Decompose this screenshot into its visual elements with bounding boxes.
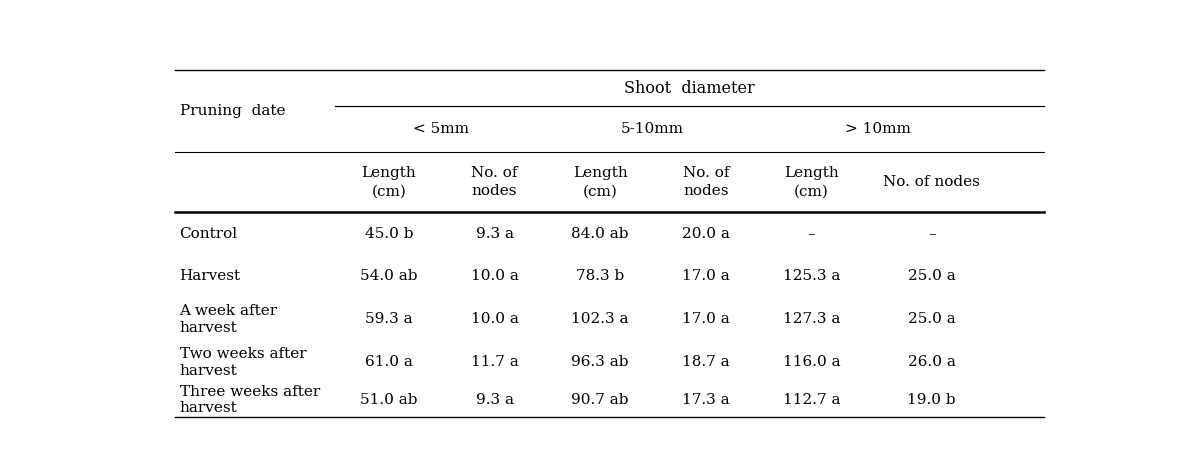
Text: Harvest: Harvest (179, 269, 241, 284)
Text: 84.0 ab: 84.0 ab (571, 228, 629, 241)
Text: 78.3 b: 78.3 b (576, 269, 624, 284)
Text: 20.0 a: 20.0 a (682, 228, 729, 241)
Text: 17.0 a: 17.0 a (682, 269, 729, 284)
Text: > 10mm: > 10mm (845, 122, 911, 136)
Text: No. of nodes: No. of nodes (884, 175, 981, 189)
Text: 102.3 a: 102.3 a (571, 313, 629, 326)
Text: 116.0 a: 116.0 a (782, 355, 840, 370)
Text: 17.0 a: 17.0 a (682, 313, 729, 326)
Text: 54.0 ab: 54.0 ab (360, 269, 418, 284)
Text: 18.7 a: 18.7 a (682, 355, 729, 370)
Text: No. of
nodes: No. of nodes (682, 166, 729, 199)
Text: Length
(cm): Length (cm) (784, 166, 839, 199)
Text: –: – (927, 228, 936, 241)
Text: Shoot  diameter: Shoot diameter (624, 80, 755, 96)
Text: 10.0 a: 10.0 a (471, 313, 518, 326)
Text: 17.3 a: 17.3 a (682, 393, 729, 407)
Text: 59.3 a: 59.3 a (365, 313, 413, 326)
Text: < 5mm: < 5mm (413, 122, 468, 136)
Text: 125.3 a: 125.3 a (782, 269, 840, 284)
Text: 26.0 a: 26.0 a (907, 355, 956, 370)
Text: 127.3 a: 127.3 a (782, 313, 840, 326)
Text: No. of
nodes: No. of nodes (471, 166, 518, 199)
Text: –: – (807, 228, 815, 241)
Text: 51.0 ab: 51.0 ab (360, 393, 418, 407)
Text: 11.7 a: 11.7 a (471, 355, 518, 370)
Text: 25.0 a: 25.0 a (907, 313, 956, 326)
Text: Two weeks after
harvest: Two weeks after harvest (179, 347, 306, 378)
Text: 5-10mm: 5-10mm (621, 122, 683, 136)
Text: 25.0 a: 25.0 a (907, 269, 956, 284)
Text: Length
(cm): Length (cm) (572, 166, 628, 199)
Text: Three weeks after
harvest: Three weeks after harvest (179, 385, 320, 415)
Text: A week after
harvest: A week after harvest (179, 304, 277, 334)
Text: 10.0 a: 10.0 a (471, 269, 518, 284)
Text: 45.0 b: 45.0 b (365, 228, 413, 241)
Text: Length
(cm): Length (cm) (361, 166, 417, 199)
Text: 9.3 a: 9.3 a (476, 393, 513, 407)
Text: 61.0 a: 61.0 a (365, 355, 413, 370)
Text: 96.3 ab: 96.3 ab (571, 355, 629, 370)
Text: 90.7 ab: 90.7 ab (571, 393, 629, 407)
Text: 112.7 a: 112.7 a (782, 393, 840, 407)
Text: 19.0 b: 19.0 b (907, 393, 956, 407)
Text: Control: Control (179, 228, 237, 241)
Text: 9.3 a: 9.3 a (476, 228, 513, 241)
Text: Pruning  date: Pruning date (179, 104, 286, 118)
